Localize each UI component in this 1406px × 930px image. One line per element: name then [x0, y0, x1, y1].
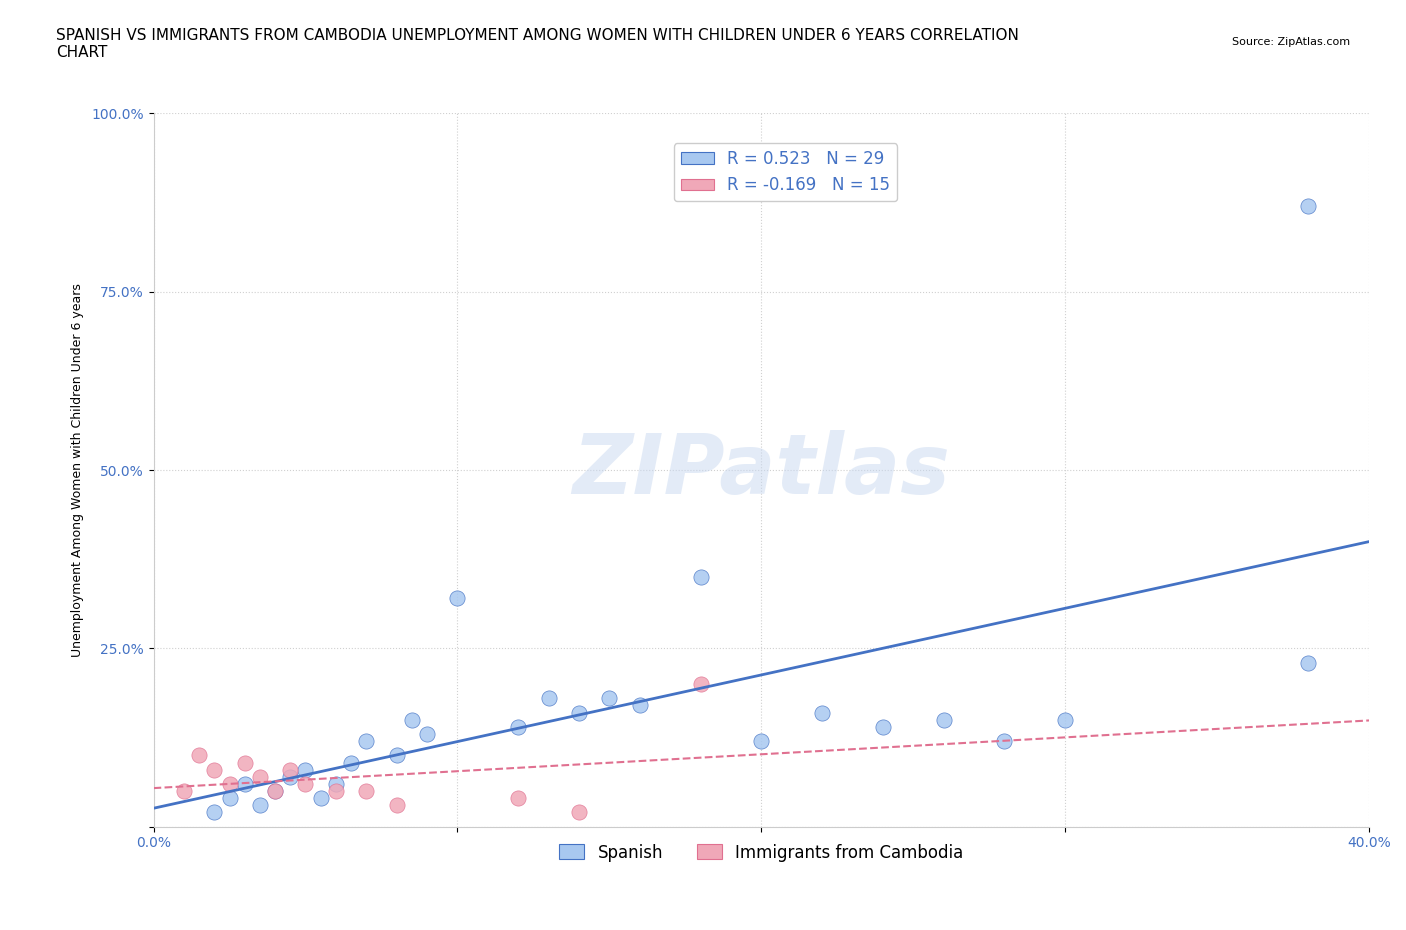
Point	[233, 777, 256, 791]
Point	[264, 784, 287, 799]
Point	[1298, 199, 1320, 214]
Point	[188, 748, 211, 763]
Point	[325, 777, 347, 791]
Text: SPANISH VS IMMIGRANTS FROM CAMBODIA UNEMPLOYMENT AMONG WOMEN WITH CHILDREN UNDER: SPANISH VS IMMIGRANTS FROM CAMBODIA UNEM…	[56, 28, 1019, 60]
Point	[218, 790, 240, 805]
Point	[385, 798, 408, 813]
Point	[309, 790, 332, 805]
Point	[872, 720, 894, 735]
Point	[264, 784, 287, 799]
Point	[416, 726, 439, 741]
Point	[1298, 656, 1320, 671]
Y-axis label: Unemployment Among Women with Children Under 6 years: Unemployment Among Women with Children U…	[72, 283, 84, 657]
Point	[278, 763, 301, 777]
Point	[932, 712, 955, 727]
Point	[598, 691, 620, 706]
Text: Source: ZipAtlas.com: Source: ZipAtlas.com	[1232, 37, 1350, 47]
Legend: Spanish, Immigrants from Cambodia: Spanish, Immigrants from Cambodia	[553, 837, 970, 869]
Point	[340, 755, 363, 770]
Point	[218, 777, 240, 791]
Point	[249, 798, 271, 813]
Point	[1054, 712, 1077, 727]
Point	[689, 570, 711, 585]
Point	[385, 748, 408, 763]
Point	[811, 705, 834, 720]
Point	[202, 763, 225, 777]
Point	[749, 734, 772, 749]
Point	[401, 712, 423, 727]
Point	[568, 805, 591, 820]
Point	[568, 705, 591, 720]
Point	[508, 790, 530, 805]
Point	[294, 763, 316, 777]
Point	[249, 769, 271, 784]
Point	[278, 769, 301, 784]
Point	[294, 777, 316, 791]
Point	[993, 734, 1015, 749]
Point	[354, 734, 377, 749]
Point	[325, 784, 347, 799]
Point	[537, 691, 560, 706]
Point	[508, 720, 530, 735]
Point	[233, 755, 256, 770]
Point	[173, 784, 195, 799]
Point	[202, 805, 225, 820]
Point	[354, 784, 377, 799]
Point	[689, 677, 711, 692]
Text: ZIPatlas: ZIPatlas	[572, 430, 950, 511]
Point	[628, 698, 651, 713]
Point	[446, 591, 468, 606]
